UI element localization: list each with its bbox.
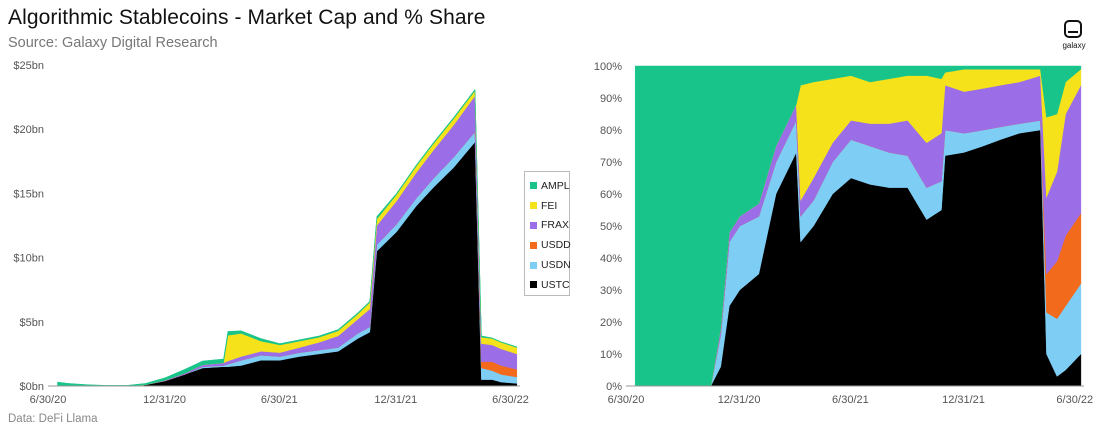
- y-tick-label: 90%: [600, 93, 622, 105]
- legend-label: FEI: [541, 199, 558, 212]
- y-tick-label: 80%: [600, 125, 622, 137]
- x-tick-label: 6/30/21: [832, 394, 869, 406]
- data-source-note: Data: DeFi Llama: [8, 413, 98, 425]
- legend-swatch: [530, 281, 537, 289]
- page-subtitle: Source: Galaxy Digital Research: [8, 35, 218, 51]
- legend-swatch: [530, 182, 537, 190]
- y-tick-label: $10bn: [13, 253, 44, 265]
- x-tick-label: 6/30/22: [1056, 394, 1093, 406]
- legend-item-ampl: AMPL: [530, 176, 570, 196]
- legend-swatch: [530, 261, 537, 269]
- y-tick-label: 20%: [600, 317, 622, 329]
- y-tick-label: 0%: [606, 381, 622, 393]
- legend-label: USDN: [541, 259, 571, 272]
- x-tick-label: 12/31/21: [374, 394, 417, 406]
- legend-label: FRAX: [541, 219, 570, 232]
- y-tick-label: $0bn: [20, 381, 44, 393]
- y-tick-label: 10%: [600, 349, 622, 361]
- y-tick-label: 30%: [600, 285, 622, 297]
- galaxy-logo-text: galaxy: [1062, 41, 1086, 50]
- percent-share-chart: 0% 10% 20% 30% 40% 50% 60% 70% 80% 90% 100% 6/30/20…: [594, 61, 1093, 406]
- area-series-ampl: [57, 88, 518, 387]
- legend-label: AMPL: [541, 179, 570, 192]
- legend-item-frax: FRAX: [530, 216, 569, 236]
- y-tick-label: 70%: [600, 157, 622, 169]
- legend-swatch: [530, 221, 537, 229]
- x-tick-label: 6/30/22: [492, 394, 529, 406]
- legend-label: USDD: [541, 239, 571, 252]
- y-tick-label: 40%: [600, 253, 622, 265]
- legend-item-fei: FEI: [530, 196, 569, 216]
- y-tick-label: $20bn: [13, 124, 44, 136]
- x-tick-label: 12/31/20: [143, 394, 186, 406]
- galaxy-logo: galaxy: [1058, 20, 1090, 56]
- y-tick-label: $5bn: [20, 317, 44, 329]
- x-tick-label: 6/30/20: [608, 394, 645, 406]
- legend-label: USTC: [541, 278, 570, 291]
- legend-item-ustc: USTC: [530, 275, 570, 295]
- y-tick-label: $15bn: [13, 188, 44, 200]
- page-title: Algorithmic Stablecoins - Market Cap and…: [8, 6, 486, 29]
- y-tick-label: 60%: [600, 189, 622, 201]
- y-tick-label: 100%: [594, 61, 622, 73]
- area-series-ampl: [634, 65, 1082, 387]
- galaxy-logo-icon: [1064, 20, 1082, 38]
- x-tick-label: 6/30/21: [261, 394, 298, 406]
- legend-item-usdd: USDD: [530, 235, 571, 255]
- x-tick-label: 12/31/21: [942, 394, 985, 406]
- y-tick-label: 50%: [600, 221, 622, 233]
- market-cap-chart: $0bn $5bn $10bn $15bn $20bn $25bn 6/30/20 12/31…: [13, 60, 528, 406]
- x-tick-label: 12/31/20: [718, 394, 761, 406]
- y-tick-label: $25bn: [13, 60, 44, 72]
- x-tick-label: 6/30/20: [30, 394, 67, 406]
- legend: AMPL FEI FRAX USDD USDN USTC: [524, 171, 571, 296]
- legend-swatch: [530, 202, 537, 210]
- legend-item-usdn: USDN: [530, 255, 571, 275]
- legend-swatch: [530, 241, 537, 249]
